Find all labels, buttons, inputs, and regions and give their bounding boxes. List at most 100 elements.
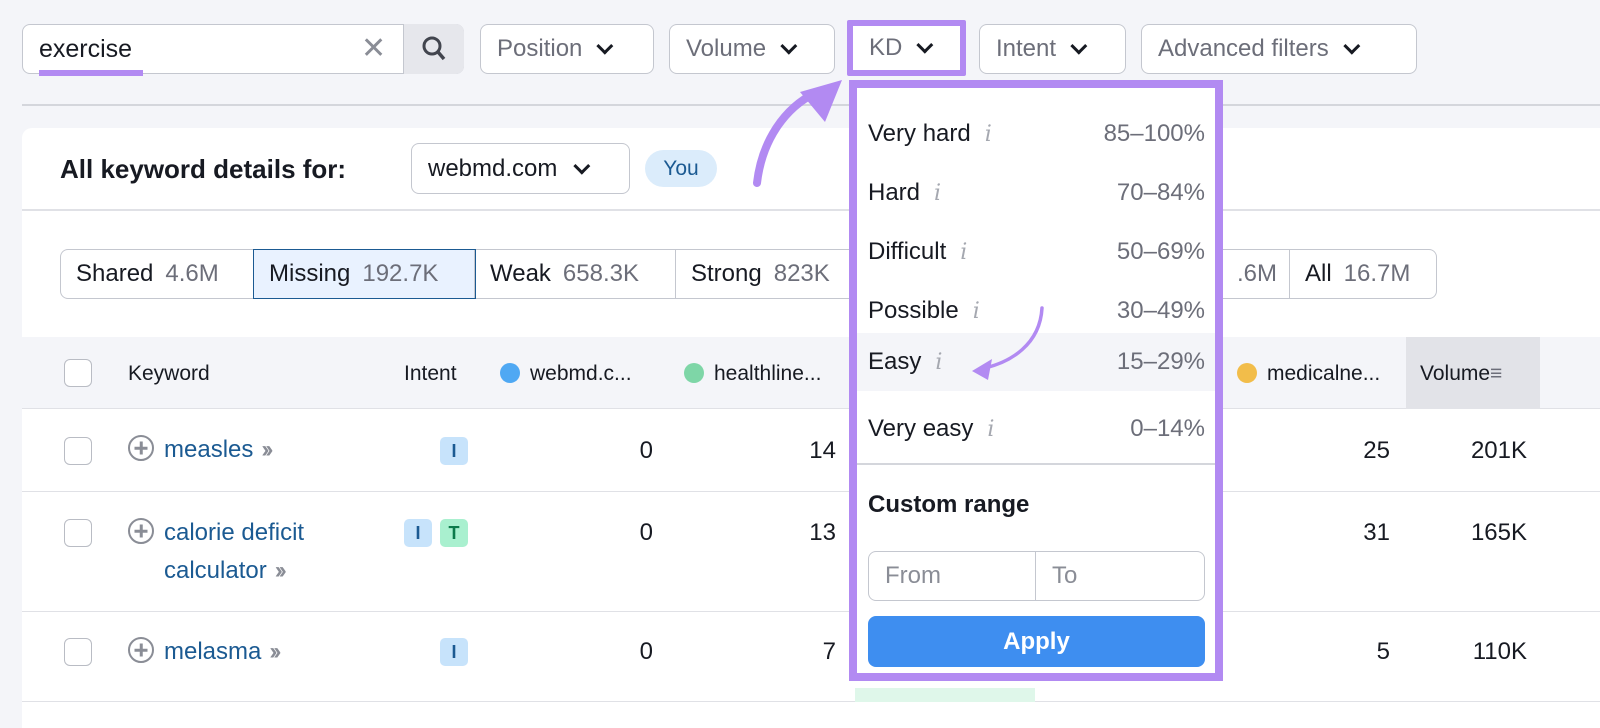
keyword-text: measles <box>164 436 254 463</box>
tab-shared[interactable]: Shared 4.6M <box>61 250 254 298</box>
col-webmd[interactable]: webmd.c... <box>500 362 632 386</box>
advanced-filters[interactable]: Advanced filters <box>1141 24 1417 74</box>
medicalnews-pos: 31 <box>1363 519 1390 546</box>
position-label: Position <box>497 35 583 62</box>
chevron-down-icon <box>573 157 591 175</box>
option-range: 85–100% <box>1103 120 1205 147</box>
webmd-pos: 0 <box>639 519 653 546</box>
page-title: All keyword details for: <box>60 154 347 184</box>
kd-option-very-easy[interactable]: Very easy i 0–14% <box>857 400 1215 458</box>
info-icon[interactable]: i <box>934 181 942 206</box>
dropdown-divider <box>857 463 1215 465</box>
big-arrow-head-icon <box>800 80 842 122</box>
healthline-pos: 13 <box>809 519 836 546</box>
clear-icon[interactable]: ✕ <box>361 32 387 65</box>
row-checkbox[interactable] <box>64 638 92 666</box>
advanced-label: Advanced filters <box>1158 35 1329 62</box>
col-healthline[interactable]: healthline... <box>684 362 821 386</box>
option-label: Very hard <box>868 120 971 147</box>
volume-value: 201K <box>1470 437 1527 464</box>
tab-label: Weak <box>490 260 551 287</box>
keyword-text-line2: calculator <box>164 557 267 584</box>
you-badge: You <box>645 150 717 187</box>
apply-button[interactable]: Apply <box>868 616 1205 667</box>
tab-label: Missing <box>269 260 351 287</box>
info-icon[interactable]: i <box>935 350 943 375</box>
table-row: melasma ›› I 0 7 5 110K <box>22 612 1600 702</box>
tab-count: .6M <box>1236 260 1277 287</box>
info-icon[interactable]: i <box>987 417 995 442</box>
intent-label: Intent <box>996 35 1057 62</box>
col-medicalnews[interactable]: medicalne... <box>1237 362 1380 386</box>
keyword-link[interactable]: melasma ›› <box>128 633 281 671</box>
position-filter[interactable]: Position <box>480 24 654 74</box>
intent-badge: I <box>440 437 468 465</box>
chevron-down-icon <box>596 37 614 55</box>
tab-count: 658.3K <box>562 260 639 287</box>
webmd-pos: 0 <box>639 638 653 665</box>
chevron-down-icon <box>1070 37 1088 55</box>
to-input[interactable]: To <box>1035 551 1205 601</box>
kd-option-difficult[interactable]: Difficult i 50–69% <box>857 223 1215 281</box>
webmd-dot <box>500 363 520 383</box>
tab-count: 823K <box>773 260 830 287</box>
chevron-down-icon <box>1343 37 1361 55</box>
tab-missing[interactable]: Missing 192.7K <box>253 249 476 299</box>
add-icon[interactable] <box>128 518 154 544</box>
row-checkbox[interactable] <box>64 437 92 465</box>
volume-value: 110K <box>1472 638 1527 665</box>
info-icon[interactable]: i <box>972 299 980 324</box>
search-input[interactable]: exercise ✕ <box>22 23 464 76</box>
tab-count: 4.6M <box>165 260 219 287</box>
kd-option-possible[interactable]: Possible i 30–49% <box>857 282 1215 340</box>
domain-select[interactable]: webmd.com <box>411 143 630 194</box>
search-icon <box>422 36 446 60</box>
option-range: 50–69% <box>1116 238 1205 265</box>
kd-option-very-hard[interactable]: Very hard i 85–100% <box>857 105 1215 163</box>
info-icon[interactable]: i <box>960 240 968 265</box>
col-medicalnews-label: medicalne... <box>1267 362 1381 385</box>
tab-weak[interactable]: Weak 658.3K <box>475 250 676 298</box>
table-header: Keyword Intent webmd.c... healthline... … <box>22 337 1600 409</box>
chevron-down-icon <box>780 37 798 55</box>
col-intent[interactable]: Intent <box>404 362 457 385</box>
tab-all[interactable]: All 16.7M <box>1290 250 1436 298</box>
kd-option-hard[interactable]: Hard i 70–84% <box>857 164 1215 222</box>
tab-label: Shared <box>76 260 154 287</box>
keyword-text: calorie deficit <box>164 519 305 546</box>
add-icon[interactable] <box>128 435 154 461</box>
col-keyword[interactable]: Keyword <box>128 362 210 385</box>
col-healthline-label: healthline... <box>714 362 822 385</box>
keyword-link[interactable]: calorie deficit calculator ›› <box>128 514 304 590</box>
volume-filter[interactable]: Volume <box>669 24 835 74</box>
keyword-link[interactable]: measles ›› <box>128 431 273 469</box>
healthline-pos: 7 <box>822 638 836 665</box>
kd-filter[interactable]: KD <box>847 20 966 76</box>
double-chevron-icon: ›› <box>261 436 273 463</box>
tab-hidden[interactable]: .6M <box>856 250 1290 298</box>
table-row: calorie deficit calculator ›› I T 0 13 31 … <box>22 492 1600 612</box>
info-icon[interactable]: i <box>984 122 992 147</box>
from-input[interactable]: From <box>868 551 1036 601</box>
tab-count: 16.7M <box>1343 260 1411 287</box>
table-row: measles ›› I 0 14 25 201K <box>22 410 1600 492</box>
row-checkbox[interactable] <box>64 519 92 547</box>
kd-option-easy[interactable]: Easy i 15–29% <box>857 333 1215 391</box>
col-volume-label: Volume <box>1420 362 1491 385</box>
volume-value: 165K <box>1470 519 1527 546</box>
add-icon[interactable] <box>128 637 154 663</box>
keyword-card: All keyword details for: webmd.com You <box>22 128 1600 728</box>
option-label: Possible <box>868 297 959 324</box>
search-value: exercise <box>39 35 133 63</box>
kd-dropdown: Very hard i 85–100% Hard i 70–84% Difficult i… <box>849 80 1223 681</box>
search-button[interactable] <box>403 23 464 74</box>
intent-filter[interactable]: Intent <box>979 24 1126 74</box>
select-all-checkbox[interactable] <box>64 359 92 387</box>
tab-label: Strong <box>691 260 762 287</box>
healthline-dot <box>684 363 704 383</box>
col-volume[interactable]: Volume≡ <box>1406 337 1540 409</box>
option-label: Difficult <box>868 238 947 265</box>
intent-badge: T <box>440 519 468 547</box>
tab-strong[interactable]: Strong 823K <box>676 250 856 298</box>
option-label: Hard <box>868 179 921 206</box>
